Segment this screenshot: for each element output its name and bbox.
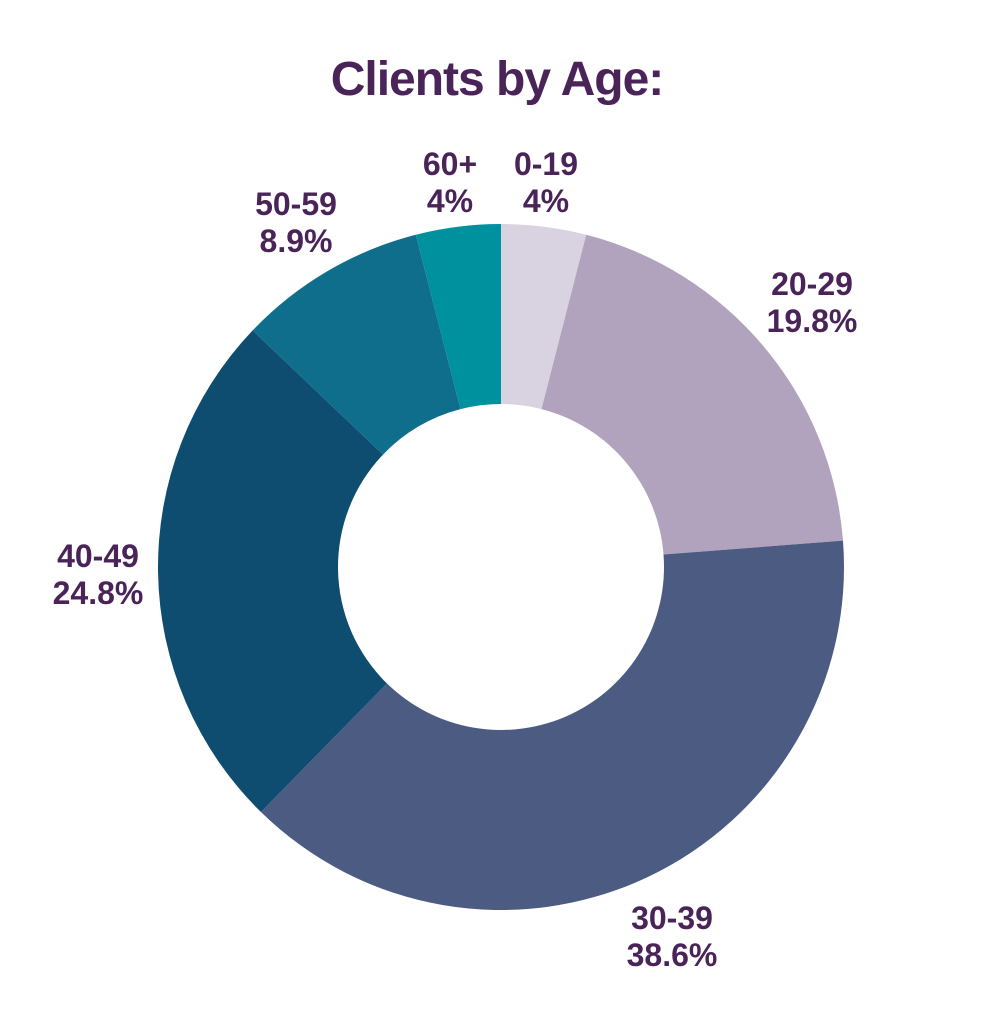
donut-slice-20-29 <box>541 234 843 555</box>
chart-title: Clients by Age: <box>330 53 665 106</box>
slice-label-percent: 4% <box>426 183 474 219</box>
slice-label-percent: 24.8% <box>52 575 144 611</box>
slice-label-range: 50-59 <box>255 186 337 222</box>
slice-label-20-29: 20-29 19.8% <box>767 266 858 340</box>
slice-label-50-59: 50-59 8.9% <box>255 186 337 260</box>
slice-label-percent: 38.6% <box>626 937 718 973</box>
donut-slice-0-19 <box>501 224 587 410</box>
slice-label-percent: 8.9% <box>259 223 333 259</box>
slice-label-range: 0-19 <box>513 146 579 182</box>
slice-label-60plus: 60+ 4% <box>423 146 477 220</box>
slice-label-40-49: 40-49 24.8% <box>53 538 144 612</box>
donut-slice-40-49 <box>157 330 387 812</box>
slice-label-range: 40-49 <box>57 538 139 574</box>
slice-label-percent: 19.8% <box>766 303 858 339</box>
slice-label-range: 60+ <box>422 146 478 182</box>
slice-label-percent: 4% <box>522 183 570 219</box>
slice-label-30-39: 30-39 38.6% <box>627 900 718 974</box>
slice-label-range: 30-39 <box>631 900 713 936</box>
slice-label-0-19: 0-19 4% <box>514 146 578 220</box>
slice-label-range: 20-29 <box>771 266 853 302</box>
donut-slice-30-39 <box>260 540 844 911</box>
donut-slice-50-59 <box>252 234 461 455</box>
donut-slice-60+ <box>415 224 501 410</box>
